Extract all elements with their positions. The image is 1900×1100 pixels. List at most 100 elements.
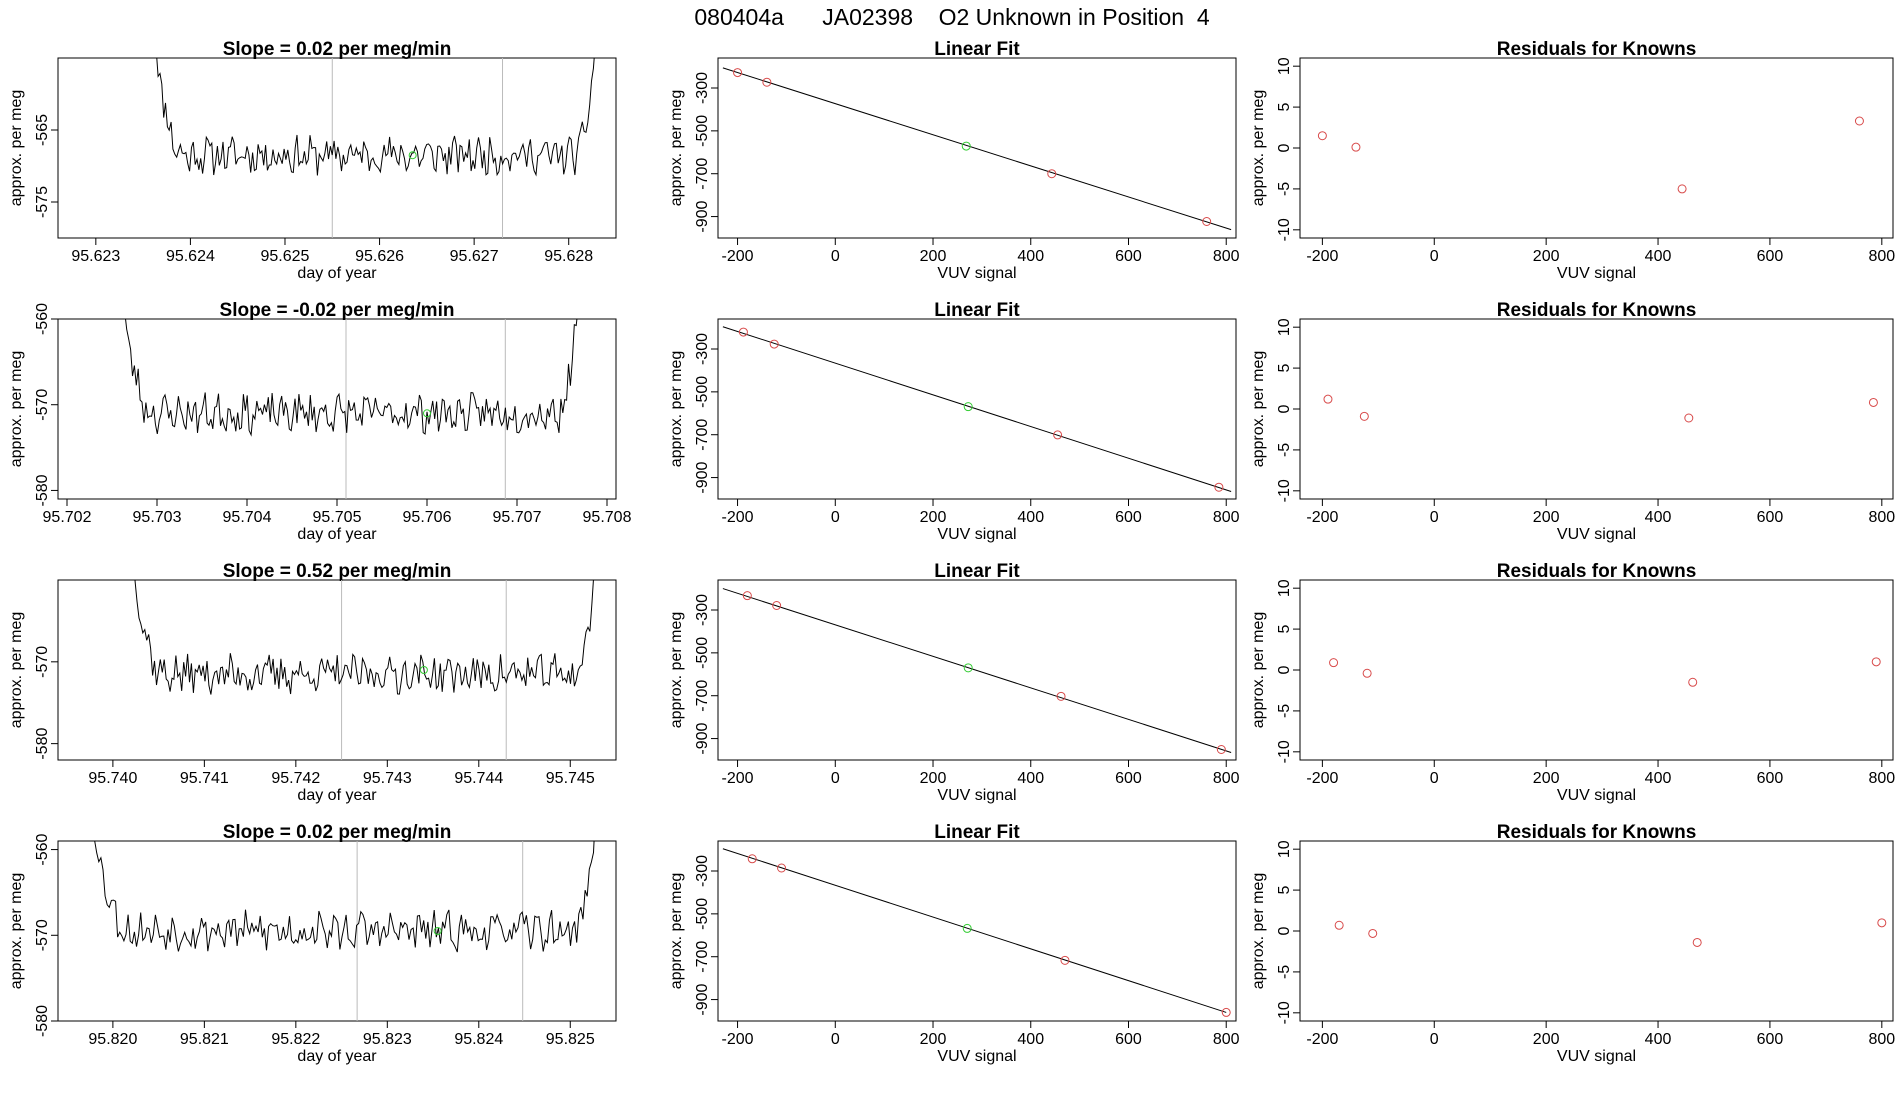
y-tick-label: 5 [1276, 886, 1293, 895]
residual-point [1692, 937, 1702, 947]
linear-fit-panel: Linear Fit -200 0 200 400 600 800 -300 -500 -700 -… [668, 822, 1240, 1065]
x-tick-label: 0 [831, 509, 840, 526]
x-tick-label: 400 [1645, 509, 1672, 526]
unknown-point [963, 663, 973, 673]
x-axis-label: VUV signal [1557, 1048, 1636, 1065]
residual-point [1854, 116, 1864, 126]
y-tick-label: -500 [694, 115, 711, 147]
x-tick-label: 600 [1115, 770, 1142, 787]
y-tick-label: -500 [694, 376, 711, 408]
y-tick-label: -10 [1276, 218, 1293, 241]
panel-title: Residuals for Knowns [1497, 822, 1697, 843]
signal-trace-line [134, 580, 594, 695]
y-tick-label: -300 [694, 594, 711, 626]
residual-point [1362, 668, 1372, 678]
x-tick-label: -200 [1306, 509, 1338, 526]
x-tick-label: 0 [1430, 248, 1439, 265]
y-tick-label: 0 [1276, 665, 1293, 674]
x-tick-label: 95.627 [450, 248, 499, 265]
x-tick-label: 95.704 [223, 509, 272, 526]
panel-title: Residuals for Knowns [1497, 561, 1697, 582]
unknown-point [963, 402, 973, 412]
y-tick-label: -580 [34, 1005, 51, 1037]
y-tick-label: -700 [694, 158, 711, 190]
y-tick-label: -580 [34, 728, 51, 760]
y-axis-label: approx. per meg [668, 873, 685, 990]
x-tick-label: 0 [831, 770, 840, 787]
plot-frame [717, 579, 1237, 761]
y-tick-label: -500 [694, 898, 711, 930]
x-tick-label: 95.741 [180, 770, 229, 787]
residuals-plot-area [1317, 116, 1864, 194]
known-point [769, 339, 779, 349]
x-tick-label: 600 [1757, 1031, 1784, 1048]
known-point [1221, 1007, 1231, 1017]
x-tick-label: 200 [920, 509, 947, 526]
y-tick-label: -900 [694, 722, 711, 754]
y-tick-label: -5 [1276, 704, 1293, 718]
unknown-point [433, 927, 442, 935]
timeseries-panel: Slope = -0.02 per meg/min 95.702 95.703 95.… [8, 300, 632, 543]
x-tick-label: 400 [1645, 770, 1672, 787]
fit-line [722, 67, 1232, 231]
plot-frame [717, 57, 1237, 239]
plot-frame [57, 318, 617, 500]
x-tick-label: 200 [1533, 1031, 1560, 1048]
residuals-panel: Residuals for Knowns -200 0 200 400 600 800 10 5… [1250, 822, 1895, 1065]
x-axis-label: VUV signal [937, 265, 1016, 282]
x-axis-label: day of year [297, 526, 377, 543]
x-tick-label: 800 [1213, 509, 1240, 526]
timeseries-plot-area [156, 58, 595, 238]
x-tick-label: 95.628 [544, 248, 593, 265]
y-tick-label: 5 [1276, 103, 1293, 112]
linear-fit-plot-area [722, 588, 1232, 754]
panel-title: Residuals for Knowns [1497, 39, 1697, 60]
plot-frame [1299, 318, 1894, 500]
timeseries-plot-area [94, 841, 595, 1021]
y-tick-label: -570 [34, 646, 51, 678]
x-tick-label: 600 [1757, 248, 1784, 265]
x-tick-label: 0 [1430, 770, 1439, 787]
panel-title: Slope = -0.02 per meg/min [220, 300, 455, 321]
panel-title: Slope = 0.02 per meg/min [223, 822, 452, 843]
known-point [733, 68, 743, 78]
y-tick-label: -565 [34, 114, 51, 146]
y-axis-label: approx. per meg [668, 90, 685, 207]
fit-line [722, 848, 1227, 1013]
known-point [772, 601, 782, 610]
linear-fit-panel: Linear Fit -200 0 200 400 600 800 -300 -500 -700 -… [668, 39, 1240, 282]
unknown-point [962, 923, 972, 933]
residuals-panel: Residuals for Knowns -200 0 200 400 600 800 10 5… [1250, 39, 1895, 282]
y-tick-label: -560 [34, 303, 51, 335]
y-tick-label: 10 [1276, 318, 1293, 336]
linear-fit-panel: Linear Fit -200 0 200 400 600 800 -300 -500 -700 -… [668, 561, 1240, 804]
x-tick-label: -200 [1306, 248, 1338, 265]
plot-frame [1299, 57, 1894, 239]
x-tick-label: 600 [1757, 770, 1784, 787]
x-axis-label: day of year [297, 787, 377, 804]
y-tick-label: -700 [694, 941, 711, 973]
residuals-plot-area [1334, 918, 1887, 947]
timeseries-panel: Slope = 0.02 per meg/min 95.623 95.624 95.6… [8, 39, 617, 282]
known-point [1214, 482, 1224, 492]
residual-point [1359, 411, 1369, 421]
panel-title: Linear Fit [934, 300, 1020, 321]
residual-point [1317, 131, 1327, 141]
y-tick-label: -570 [34, 919, 51, 951]
x-tick-label: 200 [920, 770, 947, 787]
x-tick-label: 600 [1115, 1031, 1142, 1048]
x-tick-label: 95.825 [546, 1031, 595, 1048]
y-tick-label: -10 [1276, 1001, 1293, 1024]
y-axis-label: approx. per meg [1250, 351, 1267, 468]
x-axis-label: day of year [297, 1048, 377, 1065]
plot-frame [1299, 840, 1894, 1022]
y-tick-label: 0 [1276, 143, 1293, 152]
y-tick-label: -300 [694, 855, 711, 887]
x-axis-label: VUV signal [937, 1048, 1016, 1065]
residual-point [1677, 184, 1687, 194]
known-point [1060, 955, 1070, 965]
known-point [1053, 430, 1063, 440]
residual-point [1368, 928, 1378, 938]
x-tick-label: -200 [722, 770, 754, 787]
x-axis-label: VUV signal [1557, 787, 1636, 804]
